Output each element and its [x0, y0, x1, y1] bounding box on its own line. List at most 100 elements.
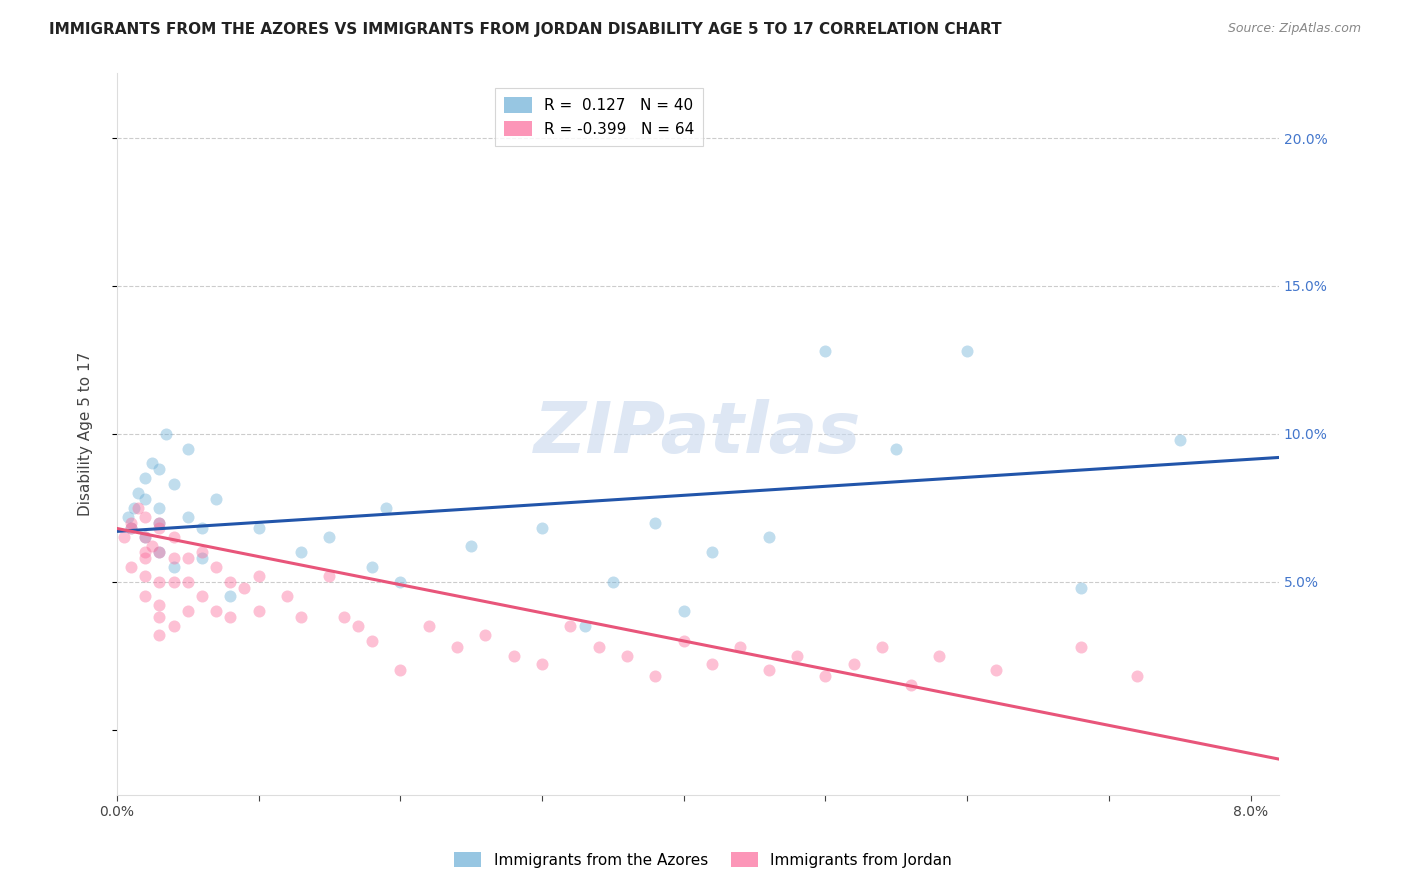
- Point: [120, 516, 142, 530]
- Point: [191, 590, 214, 604]
- Point: [120, 521, 142, 535]
- Point: [247, 521, 270, 535]
- Point: [332, 610, 354, 624]
- Point: [588, 640, 610, 654]
- Legend: Immigrants from the Azores, Immigrants from Jordan: Immigrants from the Azores, Immigrants f…: [447, 846, 959, 873]
- Point: [122, 500, 145, 515]
- Point: [205, 491, 228, 506]
- Point: [700, 657, 723, 672]
- Point: [672, 604, 695, 618]
- Point: [318, 530, 340, 544]
- Y-axis label: Disability Age 5 to 17: Disability Age 5 to 17: [79, 351, 93, 516]
- Point: [134, 590, 156, 604]
- Point: [205, 560, 228, 574]
- Legend: R =  0.127   N = 40, R = -0.399   N = 64: R = 0.127 N = 40, R = -0.399 N = 64: [495, 87, 703, 145]
- Point: [1070, 581, 1092, 595]
- Point: [117, 509, 139, 524]
- Point: [1070, 640, 1092, 654]
- Point: [616, 648, 638, 663]
- Point: [162, 551, 184, 566]
- Point: [644, 669, 666, 683]
- Point: [177, 442, 200, 456]
- Point: [148, 545, 170, 559]
- Point: [155, 426, 177, 441]
- Point: [786, 648, 808, 663]
- Point: [602, 574, 624, 589]
- Point: [247, 604, 270, 618]
- Point: [148, 516, 170, 530]
- Point: [134, 491, 156, 506]
- Point: [814, 669, 837, 683]
- Point: [148, 545, 170, 559]
- Point: [502, 648, 524, 663]
- Point: [644, 516, 666, 530]
- Point: [290, 610, 312, 624]
- Point: [134, 568, 156, 582]
- Point: [134, 551, 156, 566]
- Point: [134, 530, 156, 544]
- Point: [928, 648, 950, 663]
- Point: [148, 462, 170, 476]
- Point: [134, 530, 156, 544]
- Point: [886, 442, 908, 456]
- Point: [758, 530, 780, 544]
- Point: [141, 539, 163, 553]
- Point: [162, 574, 184, 589]
- Text: Source: ZipAtlas.com: Source: ZipAtlas.com: [1227, 22, 1361, 36]
- Point: [127, 486, 149, 500]
- Point: [191, 521, 214, 535]
- Point: [148, 599, 170, 613]
- Point: [361, 633, 384, 648]
- Point: [177, 509, 200, 524]
- Point: [389, 574, 412, 589]
- Point: [460, 539, 482, 553]
- Point: [219, 590, 242, 604]
- Point: [276, 590, 298, 604]
- Point: [134, 509, 156, 524]
- Point: [870, 640, 893, 654]
- Point: [730, 640, 752, 654]
- Point: [900, 678, 922, 692]
- Point: [361, 560, 384, 574]
- Point: [700, 545, 723, 559]
- Point: [134, 545, 156, 559]
- Point: [1126, 669, 1149, 683]
- Point: [148, 500, 170, 515]
- Point: [956, 343, 979, 358]
- Point: [177, 604, 200, 618]
- Point: [177, 551, 200, 566]
- Text: ZIPatlas: ZIPatlas: [534, 400, 862, 468]
- Point: [148, 521, 170, 535]
- Point: [984, 664, 1007, 678]
- Point: [162, 619, 184, 633]
- Point: [148, 628, 170, 642]
- Point: [672, 633, 695, 648]
- Point: [446, 640, 468, 654]
- Point: [758, 664, 780, 678]
- Point: [560, 619, 582, 633]
- Point: [191, 545, 214, 559]
- Point: [162, 477, 184, 491]
- Point: [247, 568, 270, 582]
- Point: [162, 530, 184, 544]
- Point: [318, 568, 340, 582]
- Point: [574, 619, 596, 633]
- Point: [531, 521, 554, 535]
- Point: [219, 574, 242, 589]
- Point: [531, 657, 554, 672]
- Point: [148, 574, 170, 589]
- Point: [842, 657, 865, 672]
- Point: [346, 619, 368, 633]
- Point: [389, 664, 412, 678]
- Point: [290, 545, 312, 559]
- Point: [162, 560, 184, 574]
- Point: [148, 516, 170, 530]
- Point: [205, 604, 228, 618]
- Point: [148, 610, 170, 624]
- Point: [219, 610, 242, 624]
- Text: IMMIGRANTS FROM THE AZORES VS IMMIGRANTS FROM JORDAN DISABILITY AGE 5 TO 17 CORR: IMMIGRANTS FROM THE AZORES VS IMMIGRANTS…: [49, 22, 1002, 37]
- Point: [474, 628, 496, 642]
- Point: [177, 574, 200, 589]
- Point: [120, 521, 142, 535]
- Point: [120, 560, 142, 574]
